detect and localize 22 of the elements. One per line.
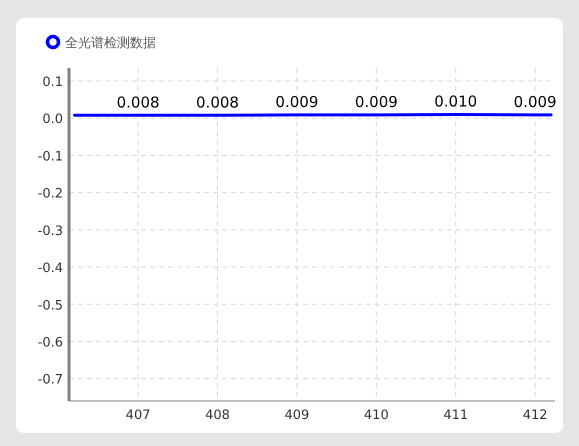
- data-label: 0.010: [434, 92, 478, 111]
- y-tick-label: 0.1: [42, 75, 63, 90]
- x-tick-label: 412: [522, 408, 548, 423]
- y-tick-label: -0.3: [38, 224, 63, 239]
- y-tick-label: -0.7: [38, 372, 63, 388]
- x-tick-label: 407: [126, 408, 150, 423]
- y-tick-label: -0.5: [38, 298, 63, 314]
- data-label: 0.009: [354, 92, 398, 111]
- y-tick-label: 0.0: [42, 112, 63, 128]
- x-tick-label: 411: [443, 408, 468, 423]
- y-tick-label: -0.4: [38, 261, 63, 276]
- data-label: 0.008: [116, 93, 160, 112]
- x-tick-label: 408: [205, 408, 230, 423]
- x-tick-label: 409: [284, 408, 310, 423]
- legend-label: 全光谱检测数据: [65, 36, 156, 51]
- data-label: 0.009: [514, 92, 557, 111]
- y-tick-label: -0.6: [38, 335, 63, 350]
- data-label: 0.008: [196, 93, 239, 112]
- data-label: 0.009: [275, 92, 318, 111]
- x-tick-label: 410: [364, 408, 389, 423]
- y-tick-label: -0.2: [38, 186, 63, 202]
- y-tick-label: -0.1: [38, 149, 63, 164]
